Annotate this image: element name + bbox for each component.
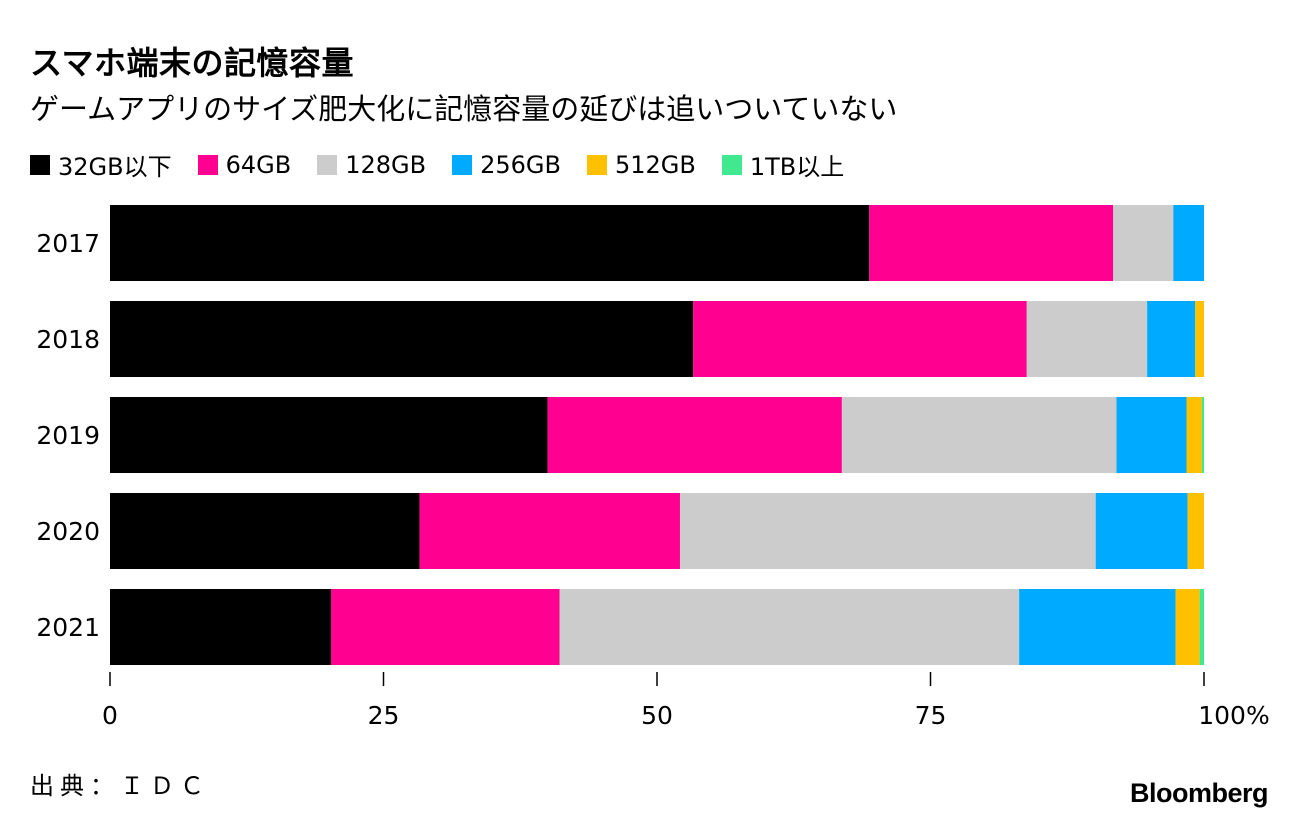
bar-segment	[869, 205, 1114, 281]
legend-item: 32GB以下	[30, 147, 172, 182]
bar-segment	[1173, 205, 1204, 281]
bar-segment	[110, 205, 870, 281]
bar-segment	[1187, 493, 1204, 569]
legend-item: 64GB	[197, 150, 292, 179]
bar-segment	[1201, 397, 1204, 473]
bar-segment	[559, 589, 1020, 665]
bar-segment	[1026, 301, 1148, 377]
x-tick-label: 25	[368, 701, 400, 730]
bar-segment	[110, 397, 548, 473]
legend-item: 128GB	[317, 151, 426, 179]
bar-segment	[110, 589, 331, 665]
bar-segment	[547, 397, 842, 473]
bar-segment	[679, 493, 1096, 569]
legend-label: 512GB	[614, 150, 696, 179]
legend-label: 256GB	[480, 150, 561, 179]
x-tick-label: 50	[641, 701, 673, 730]
bar-segment	[1186, 397, 1202, 473]
bar-segment	[1147, 301, 1196, 377]
category-label: 2020	[36, 517, 100, 546]
chart-subtitle: ゲームアプリのサイズ肥大化に記憶容量の延びは追いついていない	[30, 92, 898, 126]
source-note: 出典：ＩＤＣ	[30, 772, 210, 800]
legend-item: 1TB以上	[721, 147, 845, 182]
bar-segment	[841, 397, 1117, 473]
legend: 32GB以下 64GB 128GB 256GB 512GB 1TB以上	[30, 147, 870, 182]
bar-segment	[330, 589, 560, 665]
legend-swatch	[197, 154, 218, 175]
x-tick-label: 75	[915, 701, 947, 730]
legend-swatch	[317, 154, 338, 175]
legend-item: 256GB	[452, 151, 561, 179]
legend-label: 64GB	[225, 150, 292, 179]
bar-segment	[693, 301, 1027, 377]
bar-segment	[110, 301, 694, 377]
legend-label: 128GB	[345, 150, 427, 179]
category-label: 2018	[36, 325, 100, 354]
bar-segment	[1113, 205, 1174, 281]
bar-segment	[1019, 589, 1176, 665]
legend-swatch	[452, 154, 473, 175]
legend-swatch	[721, 154, 742, 175]
bar-segment	[110, 493, 420, 569]
legend-item: 512GB	[586, 150, 696, 179]
x-tick-label: 0	[102, 701, 118, 730]
bar-segment	[1095, 493, 1188, 569]
legend-swatch	[30, 154, 50, 175]
category-label: 2019	[36, 421, 100, 450]
legend-label: 1TB以上	[749, 153, 845, 181]
category-label: 2017	[36, 229, 100, 258]
category-label: 2021	[36, 613, 100, 642]
bar-segment	[1116, 397, 1187, 473]
bloomberg-logo: Bloomberg	[1129, 778, 1269, 808]
x-tick-label: 100%	[1198, 701, 1269, 730]
chart-title: スマホ端末の記憶容量	[30, 44, 355, 82]
bar-segment	[1199, 589, 1204, 665]
legend-label: 32GB以下	[58, 153, 172, 181]
bar-segment	[1175, 589, 1200, 665]
bar-segment	[419, 493, 680, 569]
bar-segment	[1195, 301, 1204, 377]
legend-swatch	[586, 154, 607, 175]
